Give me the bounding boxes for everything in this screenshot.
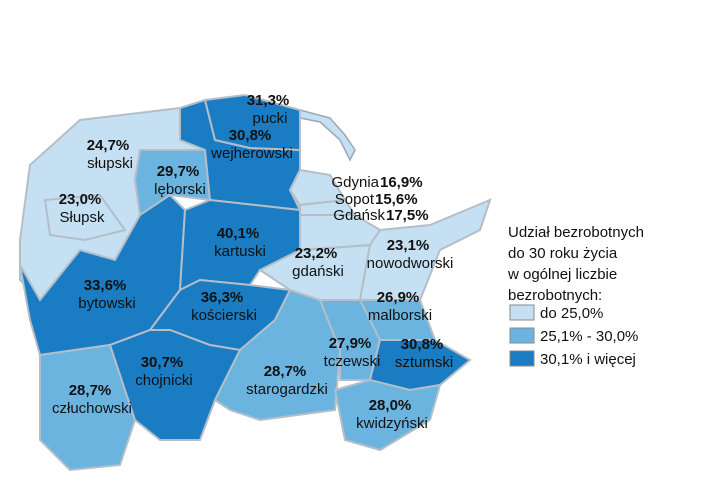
region (203, 93, 301, 152)
legend-swatch (509, 350, 535, 367)
region-value: 33,6% (84, 277, 127, 294)
city-value: 17,5% (386, 207, 429, 224)
region-name: kwidzyński (356, 415, 428, 432)
hel-peninsula (299, 109, 356, 162)
region-value: 27,9% (329, 335, 372, 352)
region-name: wejherowski (210, 145, 293, 162)
region-name: kościerski (191, 307, 257, 324)
legend-label: 25,1% - 30,0% (540, 328, 638, 345)
region-value: 23,0% (59, 191, 102, 208)
city-name: Sopot (335, 191, 375, 208)
region (333, 378, 442, 452)
region-name: chojnicki (135, 372, 193, 389)
region-value: 30,8% (401, 336, 444, 353)
legend-title: w ogólnej liczbie (507, 266, 617, 283)
legend-title: bezrobotnych: (508, 287, 602, 304)
legend-swatch (509, 327, 535, 344)
region-value: 30,7% (141, 354, 184, 371)
region (288, 168, 347, 207)
region (43, 193, 127, 242)
region-value: 26,9% (377, 289, 420, 306)
legend-label: do 25,0% (540, 305, 603, 322)
region-name: nowodworski (367, 255, 454, 272)
region-value: 36,3% (201, 289, 244, 306)
region-value: 28,0% (369, 397, 412, 414)
region-value: 28,7% (264, 363, 307, 380)
region-name: pucki (252, 110, 287, 127)
region-name: starogardzki (246, 381, 328, 398)
region-value: 23,1% (387, 237, 430, 254)
region (213, 288, 342, 422)
region-name: słupski (87, 155, 133, 172)
region-value: 29,7% (157, 163, 200, 180)
region-name: lęborski (154, 181, 206, 198)
region-name: malborski (368, 307, 432, 324)
region-value: 28,7% (69, 382, 112, 399)
city-value: 16,9% (380, 174, 423, 191)
legend-title: do 30 roku życia (508, 245, 618, 262)
region-value: 24,7% (87, 137, 130, 154)
legend-label: 30,1% i więcej (540, 351, 636, 368)
region-value: 31,3% (247, 92, 290, 109)
region-name: sztumski (395, 354, 453, 371)
region-name: gdański (292, 263, 344, 280)
city-name: Gdańsk (333, 207, 385, 224)
region-name: Słupsk (59, 209, 105, 226)
region-name: tczewski (324, 353, 381, 370)
legend-swatch (509, 304, 535, 321)
region-value: 30,8% (229, 127, 272, 144)
region (299, 214, 382, 252)
city-value: 15,6% (375, 191, 418, 208)
legend-title: Udział bezrobotnych (508, 224, 644, 241)
region-name: bytowski (78, 295, 136, 312)
region-name: człuchowski (52, 400, 132, 417)
region-value: 23,2% (295, 245, 338, 262)
city-name: Gdynia (331, 174, 379, 191)
region-name: kartuski (214, 243, 266, 260)
region-value: 40,1% (217, 225, 260, 242)
